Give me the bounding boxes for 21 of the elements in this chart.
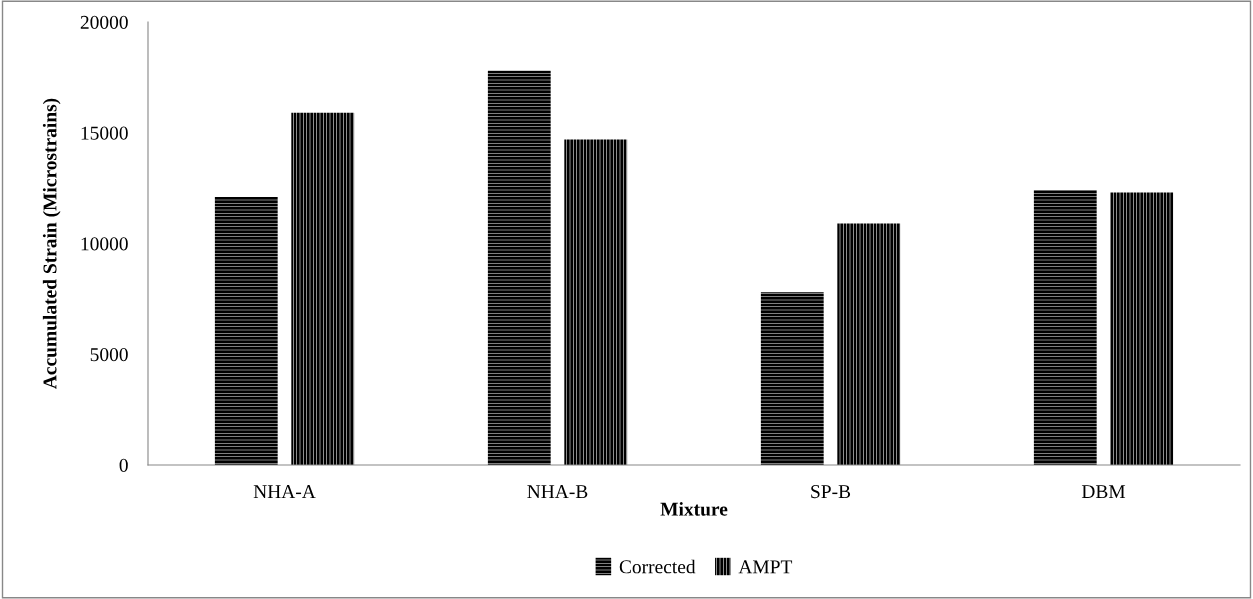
- x-tick-label: NHA-A: [253, 485, 316, 498]
- y-tick-label: 15000: [81, 126, 128, 140]
- bar: [487, 70, 551, 465]
- x-tick-label: DBM: [1081, 485, 1126, 498]
- y-tick-label: 20000: [80, 15, 128, 29]
- y-tick-label: 0: [119, 458, 128, 472]
- legend-label: Corrected: [619, 559, 696, 574]
- x-tick-label: SP-B: [811, 485, 851, 499]
- bar: [291, 112, 355, 465]
- bar: [760, 292, 824, 465]
- legend-label: AMPT: [738, 560, 793, 574]
- bar: [564, 139, 628, 465]
- x-axis-title: Mixture: [660, 502, 728, 516]
- y-tick-label: 10000: [81, 237, 128, 251]
- bar: [1033, 190, 1097, 465]
- y-tick-label: 5000: [90, 348, 128, 362]
- y-axis-title: Accumulated Strain (Microstrains): [42, 98, 61, 389]
- bar: [837, 223, 901, 465]
- bar: [214, 196, 278, 465]
- x-tick-label: NHA-B: [527, 485, 588, 498]
- bar: [1110, 192, 1174, 465]
